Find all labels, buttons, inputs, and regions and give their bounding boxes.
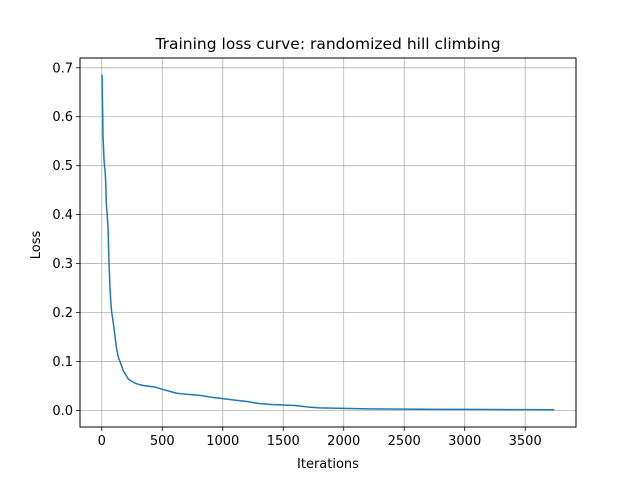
x-ticks: 0 500 1000 1500 2000 2500 3000 3500 [98,427,542,449]
y-tick-label: 0.3 [52,257,73,272]
chart-title: Training loss curve: randomized hill cli… [154,35,500,53]
grid [80,58,576,427]
y-tick-label: 0.1 [52,355,73,370]
y-tick-label: 0.6 [52,110,73,125]
y-tick-label: 0.0 [52,404,73,419]
x-axis-label: Iterations [297,457,359,472]
y-tick-label: 0.5 [52,159,73,174]
y-tick-label: 0.2 [52,306,73,321]
x-tick-label: 2000 [327,434,360,449]
loss-series-line [101,74,555,411]
x-tick-label: 2500 [388,434,421,449]
y-ticks: 0.0 0.1 0.2 0.3 0.4 0.5 0.6 0.7 [52,61,80,419]
x-tick-label: 3500 [509,434,542,449]
x-tick-label: 3000 [448,434,481,449]
plot-frame [79,57,577,428]
y-axis-label: Loss [29,231,44,260]
y-tick-label: 0.4 [52,208,73,223]
x-tick-label: 500 [150,434,175,449]
series-layer [101,74,555,411]
y-tick-label: 0.7 [52,61,73,76]
x-tick-label: 1000 [206,434,239,449]
x-tick-label: 0 [98,434,106,449]
x-tick-label: 1500 [267,434,300,449]
